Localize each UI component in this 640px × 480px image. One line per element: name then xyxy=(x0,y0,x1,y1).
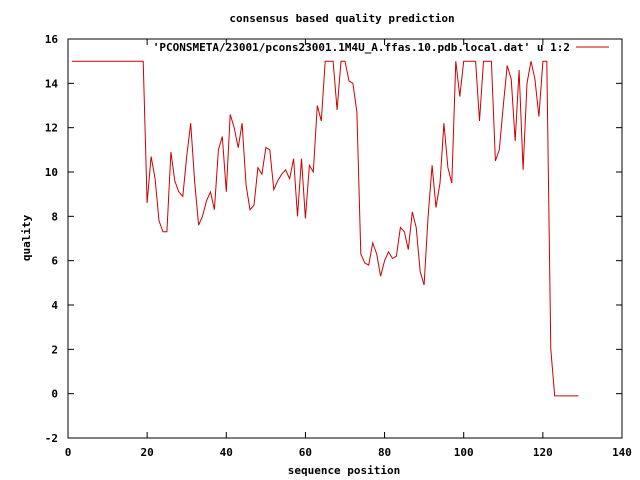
series-line xyxy=(72,60,579,397)
y-tick-label: 16 xyxy=(45,33,59,46)
x-tick-label: 120 xyxy=(533,446,553,459)
plot-frame xyxy=(67,38,623,439)
y-axis: -2 0 2 4 6 8 10 12 14 16 xyxy=(45,33,622,445)
chart-title: consensus based quality prediction xyxy=(229,12,454,25)
y-tick-label: 10 xyxy=(45,166,58,179)
y-tick-label: 2 xyxy=(51,343,58,356)
x-tick-label: 140 xyxy=(612,446,632,459)
x-tick-label: 20 xyxy=(141,446,154,459)
legend-label: 'PCONSMETA/23001/pcons23001.1M4U_A.ffas.… xyxy=(153,41,570,54)
y-tick-label: 14 xyxy=(45,77,59,90)
y-tick-label: 8 xyxy=(51,210,58,223)
legend: 'PCONSMETA/23001/pcons23001.1M4U_A.ffas.… xyxy=(153,41,609,54)
x-tick-label: 80 xyxy=(378,446,391,459)
y-tick-label: -2 xyxy=(45,432,58,445)
x-axis-label: sequence position xyxy=(288,464,401,477)
x-tick-label: 100 xyxy=(454,446,474,459)
y-tick-label: 4 xyxy=(51,299,58,312)
x-axis: 0 20 40 60 80 100 120 140 xyxy=(65,39,632,459)
y-tick-label: 0 xyxy=(51,388,58,401)
x-tick-label: 0 xyxy=(65,446,72,459)
y-tick-label: 12 xyxy=(45,122,58,135)
x-tick-label: 60 xyxy=(299,446,312,459)
x-tick-label: 40 xyxy=(220,446,233,459)
y-tick-label: 6 xyxy=(51,255,58,268)
y-axis-label: quality xyxy=(20,214,33,261)
series-layer xyxy=(72,60,579,397)
